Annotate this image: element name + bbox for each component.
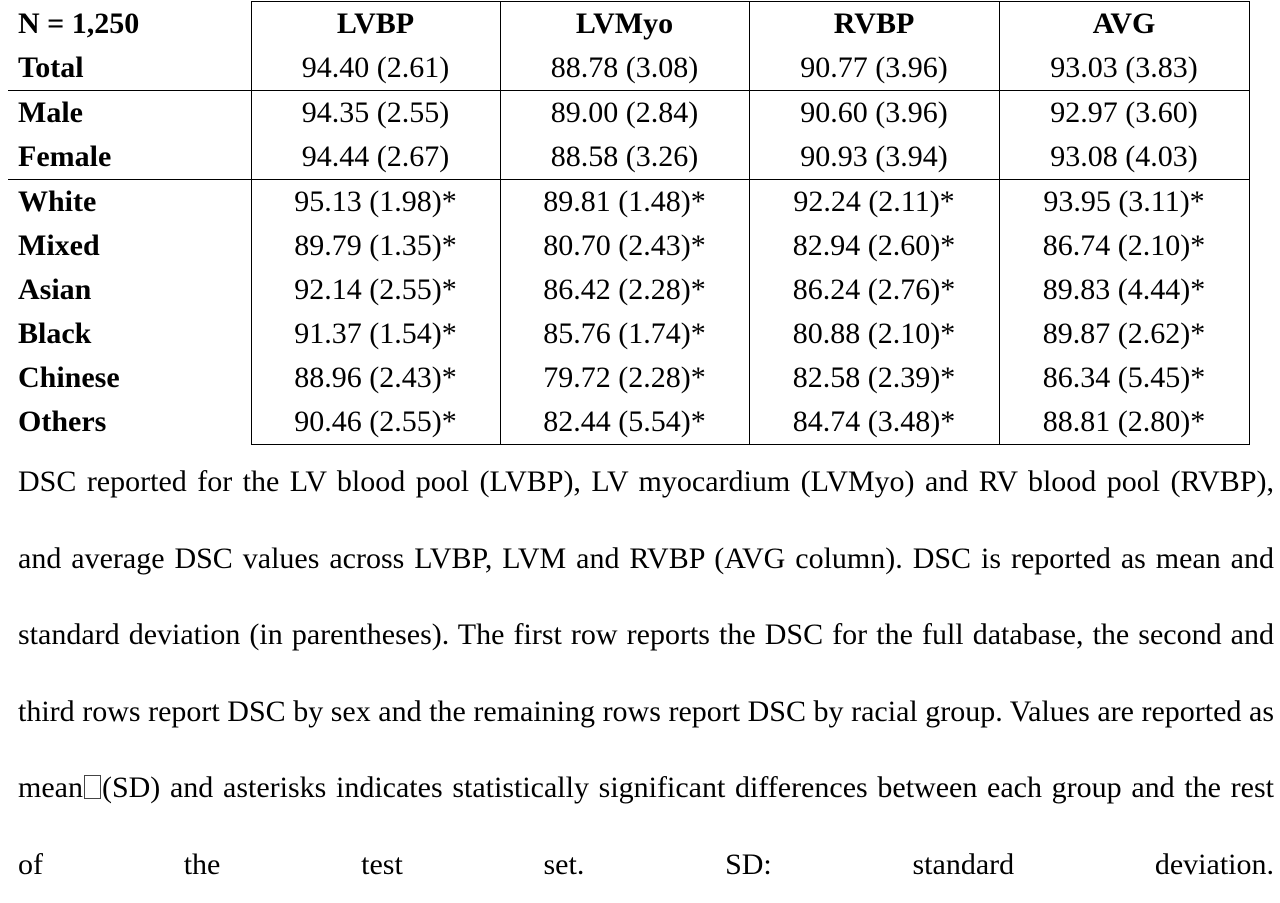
table-cell: 91.37 (1.54)*	[250, 312, 500, 356]
table-cell: 89.83 (4.44)*	[998, 268, 1250, 312]
table-row: Black 91.37 (1.54)* 85.76 (1.74)* 80.88 (2.…	[8, 312, 1250, 356]
table-row: Male 94.35 (2.55) 89.00 (2.84) 90.60 (3.96)…	[8, 90, 1250, 135]
table-header: N = 1,250 LVBP LVMyo RVBP AVG	[8, 1, 1250, 46]
table-row: Mixed 89.79 (1.35)* 80.70 (2.43)* 82.94 (2.…	[8, 224, 1250, 268]
table-cell: 93.08 (4.03)	[998, 135, 1250, 180]
table-cell: 86.42 (2.28)*	[499, 268, 749, 312]
header-cell-n: N = 1,250	[18, 6, 140, 40]
table-cell: 92.97 (3.60)	[998, 90, 1250, 135]
row-label: Female	[18, 140, 112, 173]
header-cell-lvbp: LVBP	[250, 1, 500, 46]
table-cell: 90.93 (3.94)	[748, 135, 999, 180]
table-row: Total 94.40 (2.61) 88.78 (3.08) 90.77 (3.96…	[8, 46, 1250, 91]
table-cell: 88.58 (3.26)	[499, 135, 749, 180]
table-cell: 86.74 (2.10)*	[998, 224, 1250, 268]
table-cell: 94.35 (2.55)	[250, 90, 500, 135]
table-cell: 93.95 (3.11)*	[998, 179, 1250, 224]
table-cell: 86.34 (5.45)*	[998, 356, 1250, 400]
table-row: Chinese 88.96 (2.43)* 79.72 (2.28)* 82.58 (…	[8, 356, 1250, 400]
header-cell-lvmyo: LVMyo	[499, 1, 749, 46]
table-cell: 82.94 (2.60)*	[748, 224, 999, 268]
table-cell: 89.00 (2.84)	[499, 90, 749, 135]
table-cell: 92.14 (2.55)*	[250, 268, 500, 312]
table-row: Female 94.44 (2.67) 88.58 (3.26) 90.93 (3.9…	[8, 135, 1250, 180]
table-cell: 94.40 (2.61)	[250, 46, 500, 91]
table-cell: 88.78 (3.08)	[499, 46, 749, 91]
results-table: N = 1,250 LVBP LVMyo RVBP AVG Total 94.40…	[8, 1, 1250, 445]
table-cell: 90.46 (2.55)*	[250, 400, 500, 445]
table-cell: 80.88 (2.10)*	[748, 312, 999, 356]
table-caption: DSC reported for the LV blood pool (LVBP…	[18, 444, 1274, 903]
table-cell: 84.74 (3.48)*	[748, 400, 999, 445]
missing-glyph-box	[83, 775, 101, 799]
table-cell: 88.81 (2.80)*	[998, 400, 1250, 445]
row-label: Chinese	[18, 361, 120, 394]
row-label: White	[8, 179, 251, 224]
table-cell: 94.44 (2.67)	[250, 135, 500, 180]
header-row: N = 1,250 LVBP LVMyo RVBP AVG	[8, 1, 1250, 46]
table-cell: 90.60 (3.96)	[748, 90, 999, 135]
table-cell: 86.24 (2.76)*	[748, 268, 999, 312]
row-label: Asian	[18, 273, 92, 306]
table-row: White 95.13 (1.98)* 89.81 (1.48)* 92.24 (2.…	[8, 179, 1250, 224]
table-cell: 89.87 (2.62)*	[998, 312, 1250, 356]
row-label: Male	[8, 90, 251, 135]
table-cell: 82.58 (2.39)*	[748, 356, 999, 400]
table-body: Total 94.40 (2.61) 88.78 (3.08) 90.77 (3.96…	[8, 46, 1250, 445]
table-cell: 80.70 (2.43)*	[499, 224, 749, 268]
table-cell: 95.13 (1.98)*	[250, 179, 500, 224]
row-label: Others	[18, 405, 107, 439]
table-row: Others 90.46 (2.55)* 82.44 (5.54)* 84.74 (3…	[8, 400, 1250, 445]
table-cell: 92.24 (2.11)*	[748, 179, 999, 224]
caption-text-start: DSC reported for the LV blood pool (LVBP…	[18, 465, 1274, 804]
table-cell: 89.81 (1.48)*	[499, 179, 749, 224]
header-cell-avg: AVG	[998, 1, 1250, 46]
table-cell: 85.76 (1.74)*	[499, 312, 749, 356]
table-cell: 93.03 (3.83)	[998, 46, 1250, 91]
row-label: Total	[18, 51, 84, 84]
row-label: Mixed	[18, 229, 100, 262]
table-cell: 89.79 (1.35)*	[250, 224, 500, 268]
table-cell: 90.77 (3.96)	[748, 46, 999, 91]
table-cell: 82.44 (5.54)*	[499, 400, 749, 445]
table-cell: 79.72 (2.28)*	[499, 356, 749, 400]
row-label: Black	[18, 317, 92, 350]
header-cell-rvbp: RVBP	[748, 1, 999, 46]
caption-text-end: (SD) and asterisks indicates statistical…	[18, 771, 1274, 881]
table-cell: 88.96 (2.43)*	[250, 356, 500, 400]
table-row: Asian 92.14 (2.55)* 86.42 (2.28)* 86.24 (2.…	[8, 268, 1250, 312]
